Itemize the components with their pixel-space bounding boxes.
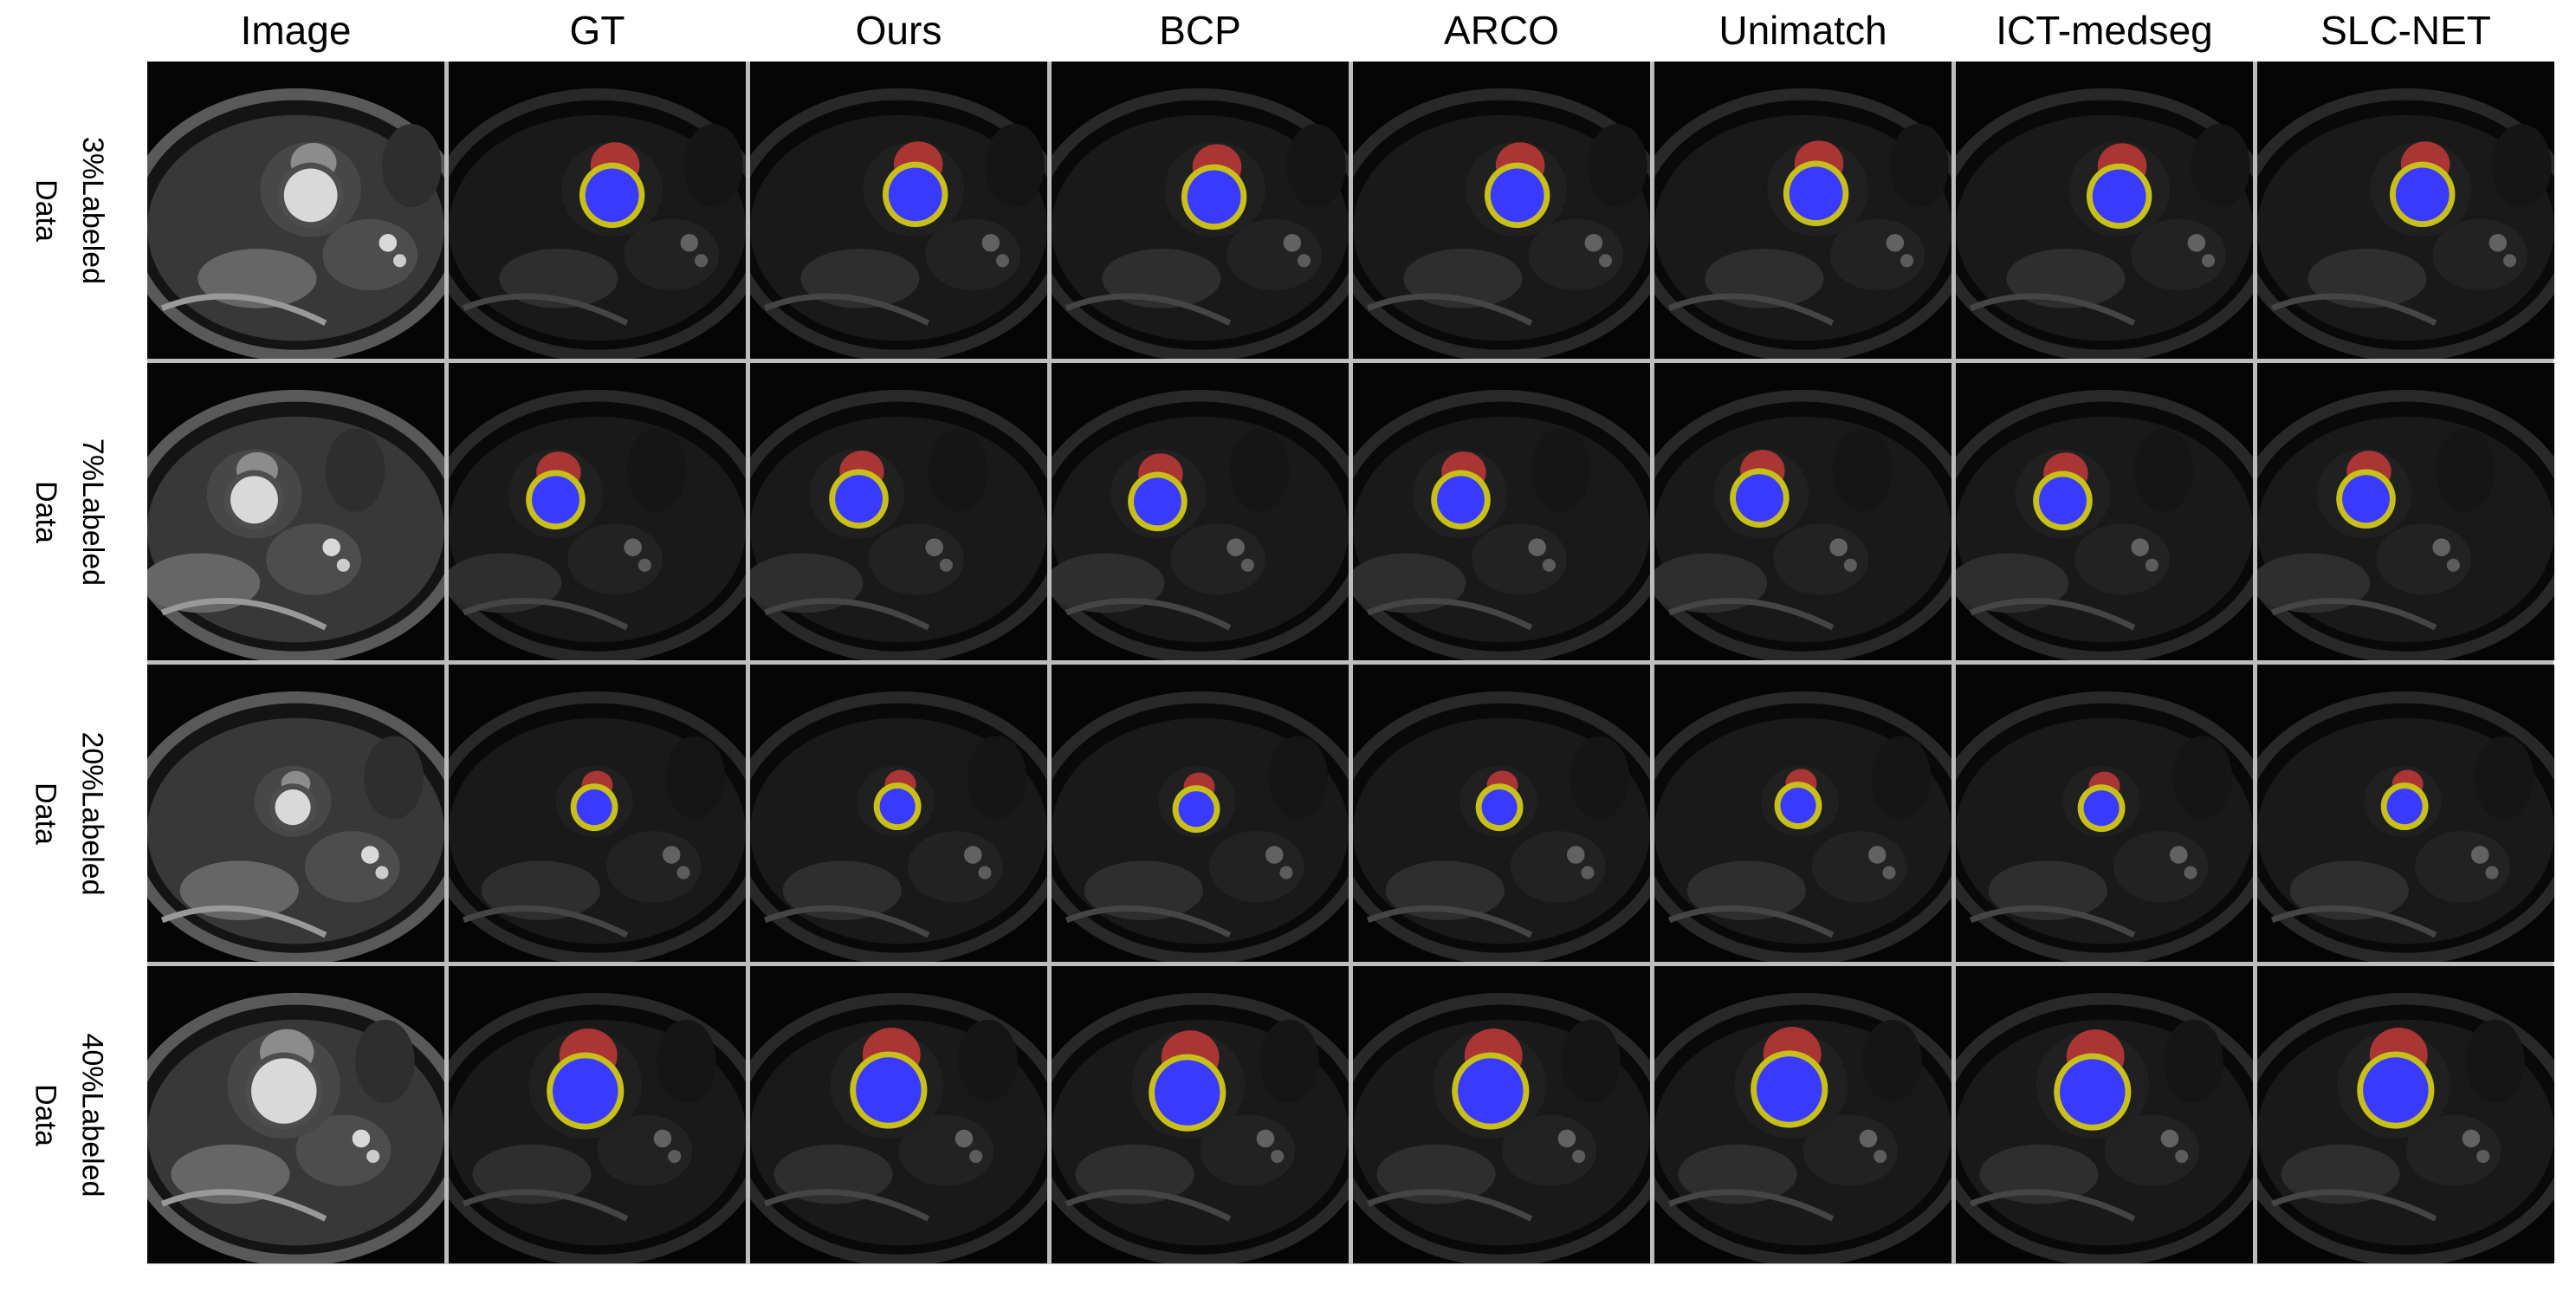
row-label-line2: Data [29,178,62,242]
row-label-line2: Data [29,1083,62,1146]
mri-image-panel [147,966,444,1263]
segmentation-panel [449,966,746,1263]
column-header-slc-net: SLC-NET [2320,8,2491,53]
segmentation-panel [1353,363,1650,660]
segmentation-panel [1052,665,1349,962]
segmentation-panel [1353,62,1650,359]
row-label-20-percent: 20%Labeled Data [0,665,139,962]
mri-image-panel [147,665,444,962]
segmentation-panel [449,62,746,359]
row-label-line2: Data [29,782,62,845]
row-label-line2: Data [29,480,62,543]
segmentation-panel [449,665,746,962]
row-label-line1: 40%Labeled [76,1032,109,1197]
row-label-line1: 3%Labeled [76,136,109,284]
segmentation-panel [1956,363,2253,660]
segmentation-panel [2257,363,2554,660]
column-header-gt: GT [569,8,625,53]
mri-image-panel [147,363,444,660]
segmentation-panel [1052,966,1349,1263]
column-header-bcp: BCP [1159,8,1241,53]
segmentation-panel [1956,62,2253,359]
segmentation-panel [750,363,1047,660]
segmentation-panel [1956,966,2253,1263]
segmentation-panel [449,363,746,660]
column-header-unimatch: Unimatch [1718,8,1887,53]
row-label-3-percent: 3%Labeled Data [0,62,139,359]
column-header-ict-medseg: ICT-medseg [1996,8,2213,53]
column-header-image: Image [240,8,352,53]
segmentation-panel [1654,966,1951,1263]
column-header-arco: ARCO [1444,8,1559,53]
segmentation-panel [2257,966,2554,1263]
segmentation-panel [2257,62,2554,359]
segmentation-panel [1052,62,1349,359]
segmentation-panel [750,966,1047,1263]
column-header-ours: Ours [855,8,942,53]
segmentation-panel [1353,966,1650,1263]
segmentation-panel [750,62,1047,359]
mri-image-panel [147,62,444,359]
row-label-7-percent: 7%Labeled Data [0,363,139,660]
segmentation-panel [1654,665,1951,962]
segmentation-panel [1654,62,1951,359]
segmentation-panel [2257,665,2554,962]
row-label-40-percent: 40%Labeled Data [0,966,139,1263]
segmentation-panel [1052,363,1349,660]
row-label-line1: 7%Labeled [76,438,109,586]
segmentation-panel [1353,665,1650,962]
row-label-line1: 20%Labeled [76,730,109,896]
segmentation-panel [1956,665,2253,962]
segmentation-panel [1654,363,1951,660]
image-grid [147,62,2554,1264]
segmentation-panel [750,665,1047,962]
